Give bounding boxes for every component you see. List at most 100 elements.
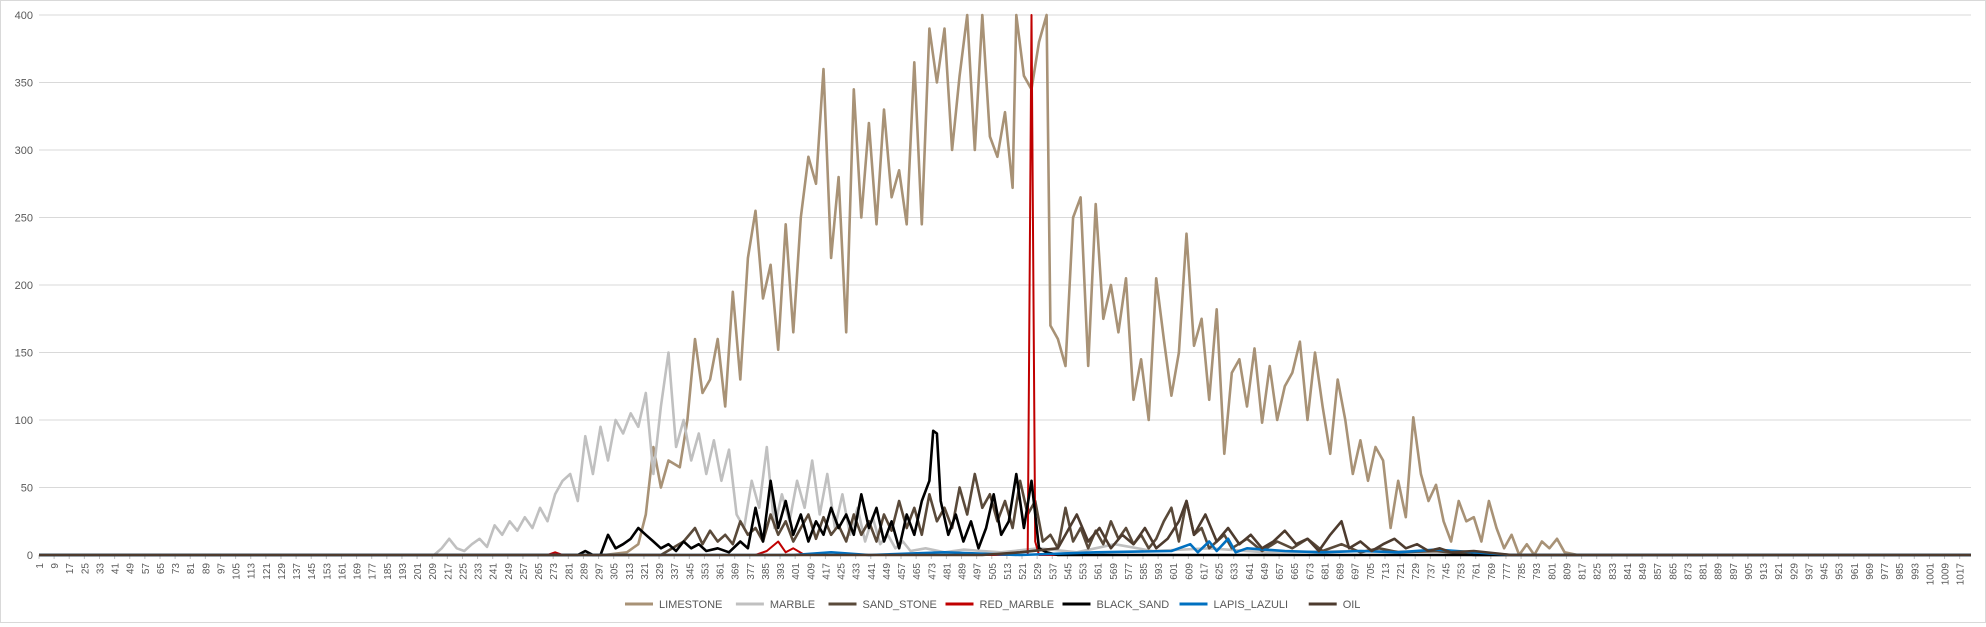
x-tick-label: 761 — [1472, 563, 1483, 580]
x-tick-label: 801 — [1547, 563, 1558, 580]
y-tick-label: 50 — [21, 483, 33, 495]
x-tick-label: 881 — [1699, 563, 1710, 580]
x-tick-label: 793 — [1532, 563, 1543, 580]
x-tick-label: 865 — [1668, 563, 1679, 580]
x-tick-label: 521 — [1018, 563, 1029, 580]
x-tick-label: 433 — [852, 563, 863, 580]
x-tick-label: 97 — [216, 563, 227, 575]
legend-label: OIL — [1343, 599, 1361, 611]
x-tick-label: 825 — [1593, 563, 1604, 580]
y-tick-label: 100 — [15, 415, 33, 427]
gridlines — [39, 14, 1971, 556]
x-tick-label: 969 — [1865, 563, 1876, 580]
x-tick-label: 817 — [1578, 563, 1589, 580]
x-tick-label: 977 — [1880, 563, 1891, 580]
x-tick-label: 193 — [398, 563, 409, 580]
x-tick-label: 809 — [1562, 563, 1573, 580]
x-tick-label: 393 — [776, 563, 787, 580]
x-tick-label: 321 — [640, 563, 651, 580]
x-tick-label: 449 — [882, 563, 893, 580]
series-line-marble — [39, 351, 1971, 557]
x-tick-label: 585 — [1139, 563, 1150, 580]
legend-label: LAPIS_LAZULI — [1214, 599, 1289, 611]
x-tick-label: 705 — [1366, 563, 1377, 580]
x-tick-label: 329 — [655, 563, 666, 580]
y-tick-label: 350 — [15, 78, 33, 90]
x-tick-label: 681 — [1320, 563, 1331, 580]
x-tick-label: 225 — [458, 563, 469, 580]
x-tick-label: 601 — [1169, 563, 1180, 580]
x-tick-label: 625 — [1215, 563, 1226, 580]
x-tick-label: 953 — [1835, 563, 1846, 580]
x-tick-label: 921 — [1774, 563, 1785, 580]
x-tick-label: 697 — [1351, 563, 1362, 580]
x-tick-label: 1009 — [1941, 563, 1952, 586]
x-tick-label: 1001 — [1925, 563, 1936, 586]
x-tick-label: 25 — [80, 563, 91, 575]
x-tick-label: 137 — [292, 563, 303, 580]
x-tick-label: 41 — [111, 563, 122, 575]
x-tick-label: 577 — [1124, 563, 1135, 580]
x-tick-label: 633 — [1230, 563, 1241, 580]
x-tick-label: 729 — [1411, 563, 1422, 580]
x-tick-label: 249 — [504, 563, 515, 580]
x-tick-label: 465 — [912, 563, 923, 580]
x-tick-label: 369 — [731, 563, 742, 580]
series-line-red-marble — [39, 14, 1971, 556]
x-tick-label: 201 — [413, 563, 424, 580]
x-tick-label: 209 — [428, 563, 439, 580]
y-tick-label: 200 — [15, 280, 33, 292]
x-tick-label: 345 — [685, 563, 696, 580]
x-tick-label: 281 — [564, 563, 575, 580]
x-tick-label: 81 — [186, 563, 197, 575]
x-tick-label: 153 — [322, 563, 333, 580]
x-tick-label: 337 — [670, 563, 681, 580]
legend-label: MARBLE — [770, 599, 815, 611]
x-tick-label: 609 — [1184, 563, 1195, 580]
x-tick-label: 377 — [746, 563, 757, 580]
x-tick-label: 129 — [277, 563, 288, 580]
x-tick-label: 713 — [1381, 563, 1392, 580]
x-tick-label: 481 — [942, 563, 953, 580]
x-tick-label: 1017 — [1956, 563, 1967, 586]
x-tick-label: 657 — [1275, 563, 1286, 580]
x-tick-label: 385 — [761, 563, 772, 580]
x-tick-label: 169 — [353, 563, 364, 580]
x-tick-label: 145 — [307, 563, 318, 580]
x-tick-label: 945 — [1820, 563, 1831, 580]
x-tick-label: 537 — [1048, 563, 1059, 580]
x-tick-label: 273 — [549, 563, 560, 580]
legend: LIMESTONE MARBLE SAND_STONE RED_MARBLE BLACK… — [625, 599, 1360, 611]
x-tick-label: 737 — [1426, 563, 1437, 580]
x-tick-label: 529 — [1033, 563, 1044, 580]
x-tick-label: 161 — [337, 563, 348, 580]
series-line-oil — [39, 499, 1971, 557]
x-tick-label: 833 — [1608, 563, 1619, 580]
x-tick-label: 49 — [126, 563, 137, 575]
x-tick-label: 305 — [610, 563, 621, 580]
x-tick-label: 417 — [821, 563, 832, 580]
x-tick-label: 73 — [171, 563, 182, 575]
x-tick-label: 769 — [1487, 563, 1498, 580]
x-tick-label: 689 — [1336, 563, 1347, 580]
x-tick-label: 17 — [65, 563, 76, 575]
x-tick-label: 905 — [1744, 563, 1755, 580]
x-tick-label: 673 — [1305, 563, 1316, 580]
x-tick-label: 297 — [595, 563, 606, 580]
x-tick-label: 841 — [1623, 563, 1634, 580]
x-tick-label: 409 — [806, 563, 817, 580]
x-tick-label: 873 — [1683, 563, 1694, 580]
x-tick-label: 753 — [1457, 563, 1468, 580]
series-line-lapis-lazuli — [39, 537, 1971, 557]
x-tick-label: 441 — [867, 563, 878, 580]
x-tick-label: 425 — [837, 563, 848, 580]
x-tick-label: 105 — [232, 563, 243, 580]
x-tick-label: 569 — [1109, 563, 1120, 580]
series-layer — [39, 13, 1971, 557]
x-tick-label: 641 — [1245, 563, 1256, 580]
x-tick-label: 241 — [489, 563, 500, 580]
x-tick-label: 457 — [897, 563, 908, 580]
x-tick-label: 665 — [1290, 563, 1301, 580]
x-tick-label: 617 — [1199, 563, 1210, 580]
x-tick-label: 745 — [1441, 563, 1452, 580]
